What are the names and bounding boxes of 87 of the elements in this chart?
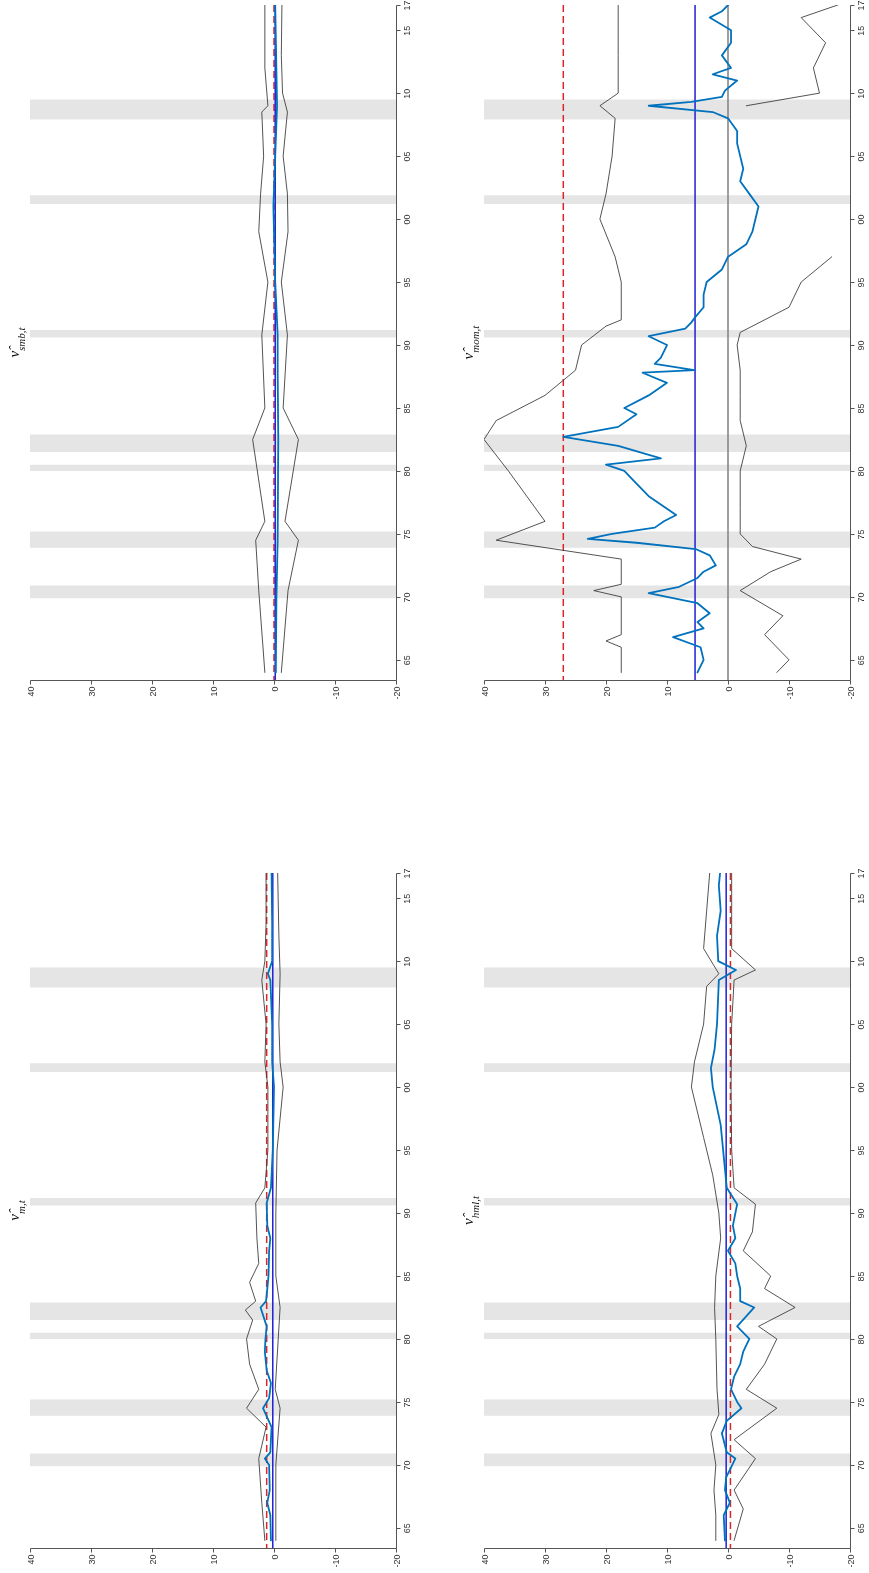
line-series [710,873,756,1542]
y-tick-label: 05 [855,1019,866,1030]
y-tick-label: 70 [855,592,866,603]
y-tick-label: 15 [401,25,412,36]
x-tick-label: 30 [86,686,97,697]
x-tick-label: -20 [845,686,856,700]
y-tick-label: 00 [855,214,866,225]
y-tick-label: 75 [855,529,866,540]
y-tick-label: 70 [401,592,412,603]
y-tick-label: 00 [855,1082,866,1093]
x-tick-label: 30 [540,686,551,697]
y-tick-label: 75 [401,529,412,540]
line-series [484,5,622,673]
y-tick-label: 90 [401,1208,412,1219]
x-tick-label: 20 [147,686,158,697]
x-tick-label: 20 [601,686,612,697]
y-tick-label: 15 [855,893,866,904]
y-tick-label: 75 [401,1397,412,1408]
x-tick-label: 20 [147,1554,158,1565]
x-tick-label: 0 [269,686,280,692]
y-tick-label: 85 [401,403,412,414]
y-tick-label: 10 [855,88,866,99]
y-tick-label: 80 [401,1334,412,1345]
x-tick-label: -10 [784,686,795,700]
y-tick-label: 17 [401,0,412,11]
line-series [690,873,722,1541]
x-tick-label: 0 [723,1554,734,1560]
y-tick-label: 70 [401,1460,412,1471]
y-tick-label: 65 [401,655,412,666]
y-tick-label: 65 [855,1523,866,1534]
x-tick-label: 40 [479,686,490,697]
x-tick-label: -10 [330,1554,341,1568]
x-tick-label: 10 [662,686,673,697]
line-series [244,873,269,1541]
x-tick-label: 0 [723,686,734,692]
line-series [562,5,760,674]
x-tick-label: 30 [540,1554,551,1565]
y-tick-label: 80 [855,466,866,477]
x-tick-label: 40 [25,686,36,697]
y-tick-label: 15 [401,893,412,904]
y-tick-label: 80 [855,1334,866,1345]
line-series [259,873,275,1542]
y-tick-label: 75 [855,1397,866,1408]
line-series [252,5,269,673]
x-tick-label: 10 [662,1554,673,1565]
y-tick-label: 10 [401,88,412,99]
y-tick-label: 10 [401,956,412,967]
x-tick-label: 40 [25,1554,36,1565]
x-tick-label: -10 [784,1554,795,1568]
x-tick-label: -20 [391,686,402,700]
y-tick-label: 95 [855,277,866,288]
y-tick-label: 17 [855,0,866,11]
y-tick-label: 80 [401,466,412,477]
y-tick-label: 85 [855,1271,866,1282]
y-tick-label: 05 [401,151,412,162]
y-tick-label: 95 [401,1145,412,1156]
line-series [730,873,796,1541]
y-tick-label: 00 [401,1082,412,1093]
x-tick-label: 10 [208,686,219,697]
y-tick-label: 65 [401,1523,412,1534]
x-tick-label: -20 [391,1554,402,1568]
x-tick-label: 0 [269,1554,280,1560]
x-tick-label: 40 [479,1554,490,1565]
y-tick-label: 85 [401,1271,412,1282]
y-tick-label: 00 [401,214,412,225]
y-tick-label: 05 [401,1019,412,1030]
y-tick-label: 05 [855,151,866,162]
x-tick-label: 20 [601,1554,612,1565]
y-tick-label: 15 [855,25,866,36]
line-series [272,5,280,674]
y-tick-label: 10 [855,956,866,967]
x-tick-label: 30 [86,1554,97,1565]
line-series [274,873,284,1541]
y-tick-label: 95 [855,1145,866,1156]
y-tick-label: 17 [401,868,412,879]
y-tick-label: 70 [855,1460,866,1471]
x-tick-label: -10 [330,686,341,700]
y-tick-label: 90 [855,1208,866,1219]
y-tick-label: 85 [855,403,866,414]
y-tick-label: 17 [855,868,866,879]
line-series [280,5,299,673]
y-tick-label: 65 [855,655,866,666]
y-tick-label: 95 [401,277,412,288]
x-tick-label: -20 [845,1554,856,1568]
y-tick-label: 90 [401,340,412,351]
x-tick-label: 10 [208,1554,219,1565]
y-tick-label: 90 [855,340,866,351]
